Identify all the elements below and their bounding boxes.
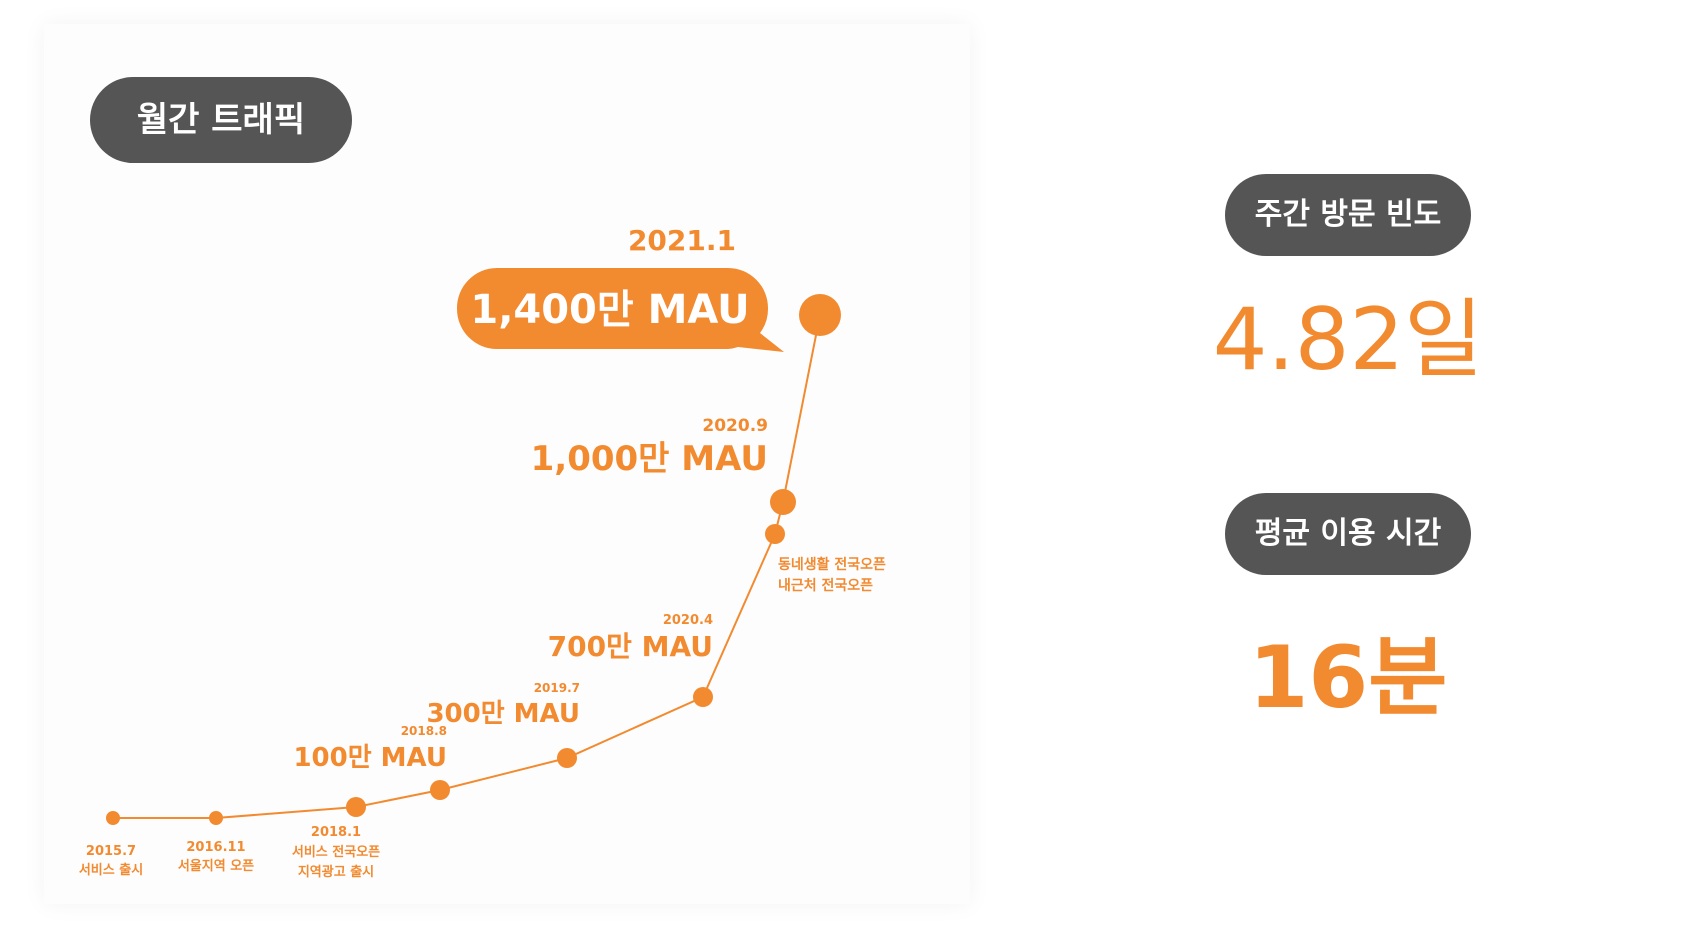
date-label: 2018.1	[311, 825, 361, 840]
data-point	[799, 294, 841, 336]
data-point	[765, 524, 785, 544]
weekly-visit-value: 4.82일	[1212, 290, 1484, 390]
mau-label: 700만 MAU	[548, 630, 713, 663]
date-label: 2021.1	[628, 224, 736, 257]
milestone-note: 지역광고 출시	[298, 864, 374, 880]
weekly-visit-title: 주간 방문 빈도	[1225, 174, 1471, 256]
mau-label: 100만 MAU	[293, 743, 447, 773]
speech-bubble	[456, 268, 784, 352]
avg-usage-value: 16분	[1248, 628, 1448, 728]
data-point	[770, 489, 796, 515]
milestone-note: 서비스 전국오픈	[292, 844, 380, 860]
growth-line	[113, 314, 821, 819]
highlight-mau-label: 1,400만 MAU	[470, 287, 749, 333]
milestone-note: 동네생활 전국오픈	[778, 556, 886, 573]
data-point	[209, 811, 223, 825]
mau-label: 1,000만 MAU	[531, 439, 768, 479]
date-label: 2020.4	[663, 613, 713, 628]
date-label: 2020.9	[702, 416, 768, 436]
data-point	[346, 797, 366, 817]
traffic-card	[44, 24, 970, 904]
date-label: 2018.8	[401, 724, 447, 738]
milestone-note: 서비스 출시	[79, 862, 143, 878]
date-label: 2015.7	[86, 844, 136, 859]
milestone-note: 내근처 전국오픈	[778, 577, 873, 594]
mau-label: 300만 MAU	[426, 699, 580, 729]
date-label: 2019.7	[534, 681, 580, 695]
date-label: 2016.11	[186, 840, 245, 855]
data-point	[430, 780, 450, 800]
data-point	[557, 748, 577, 768]
traffic-title: 월간 트래픽	[90, 77, 352, 163]
avg-usage-title: 평균 이용 시간	[1225, 493, 1471, 575]
milestone-note: 서울지역 오픈	[178, 858, 254, 874]
data-point	[693, 687, 713, 707]
data-point	[106, 811, 120, 825]
